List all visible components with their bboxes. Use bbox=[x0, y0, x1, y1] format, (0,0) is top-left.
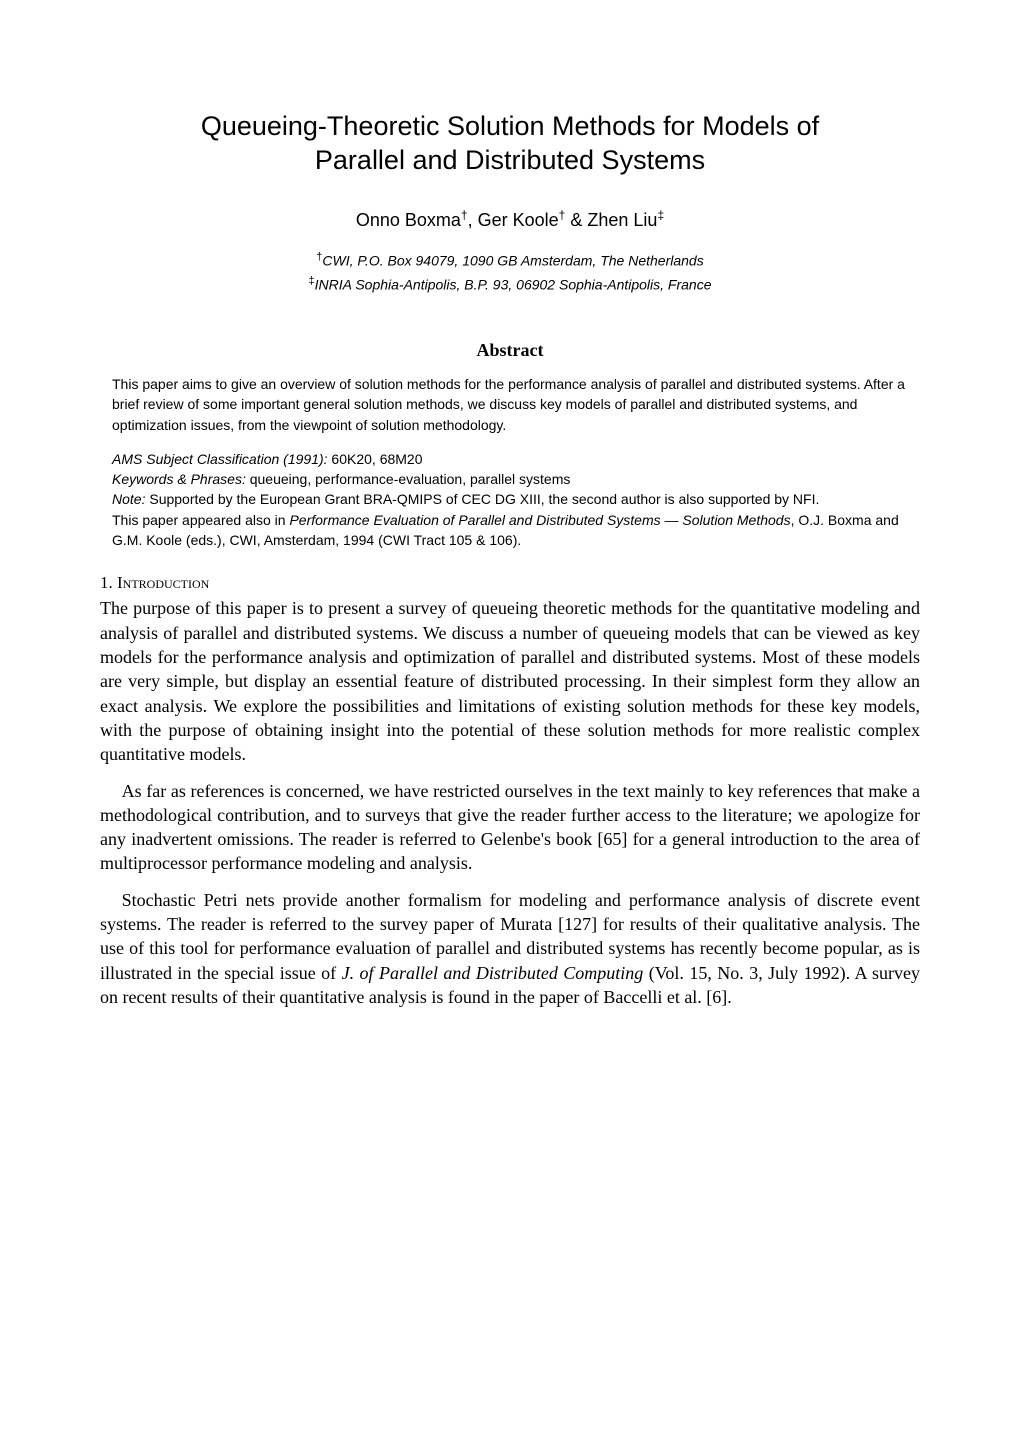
affiliation-2: ‡INRIA Sophia-Antipolis, B.P. 93, 06902 … bbox=[100, 274, 920, 294]
note-label: Note: bbox=[112, 491, 145, 507]
para-3-ital: J. of Parallel and Distributed Computing bbox=[342, 963, 644, 983]
ddagger-1: ‡ bbox=[657, 208, 664, 222]
ams-line: AMS Subject Classification (1991): 60K20… bbox=[100, 449, 920, 469]
sep-comma: , bbox=[468, 210, 478, 230]
authors-line: Onno Boxma†, Ger Koole† & Zhen Liu‡ bbox=[100, 208, 920, 232]
abstract-heading: Abstract bbox=[100, 339, 920, 362]
section-number: 1. bbox=[100, 573, 117, 592]
author-2: Ger Koole bbox=[478, 210, 559, 230]
para-3: Stochastic Petri nets provide another fo… bbox=[100, 888, 920, 1009]
appeared-ital: Performance Evaluation of Parallel and D… bbox=[289, 512, 790, 528]
para-1: The purpose of this paper is to present … bbox=[100, 596, 920, 766]
section-1-heading: 1. Introduction bbox=[100, 572, 920, 594]
author-1: Onno Boxma bbox=[356, 210, 461, 230]
affil-2-text: INRIA Sophia-Antipolis, B.P. 93, 06902 S… bbox=[315, 276, 712, 292]
keywords-line: Keywords & Phrases: queueing, performanc… bbox=[100, 469, 920, 489]
sep-amp: & bbox=[565, 210, 587, 230]
title-line-2: Parallel and Distributed Systems bbox=[315, 145, 705, 175]
paper-title: Queueing-Theoretic Solution Methods for … bbox=[100, 110, 920, 178]
keywords-label: Keywords & Phrases: bbox=[112, 471, 246, 487]
appeared-pre: This paper appeared also in bbox=[112, 512, 289, 528]
affiliation-1: †CWI, P.O. Box 94079, 1090 GB Amsterdam,… bbox=[100, 250, 920, 270]
dagger-1: † bbox=[461, 208, 468, 222]
title-line-1: Queueing-Theoretic Solution Methods for … bbox=[201, 111, 819, 141]
affil-1-text: CWI, P.O. Box 94079, 1090 GB Amsterdam, … bbox=[322, 253, 703, 269]
ams-label: AMS Subject Classification (1991): bbox=[112, 451, 328, 467]
note-line: Note: Supported by the European Grant BR… bbox=[100, 489, 920, 509]
ams-value: 60K20, 68M20 bbox=[328, 451, 423, 467]
keywords-value: queueing, performance-evaluation, parall… bbox=[246, 471, 571, 487]
author-3: Zhen Liu bbox=[587, 210, 657, 230]
abstract-text: This paper aims to give an overview of s… bbox=[100, 374, 920, 435]
appeared-line: This paper appeared also in Performance … bbox=[100, 510, 920, 551]
section-title: Introduction bbox=[117, 573, 209, 592]
para-2: As far as references is concerned, we ha… bbox=[100, 779, 920, 876]
note-value: Supported by the European Grant BRA-QMIP… bbox=[145, 491, 819, 507]
